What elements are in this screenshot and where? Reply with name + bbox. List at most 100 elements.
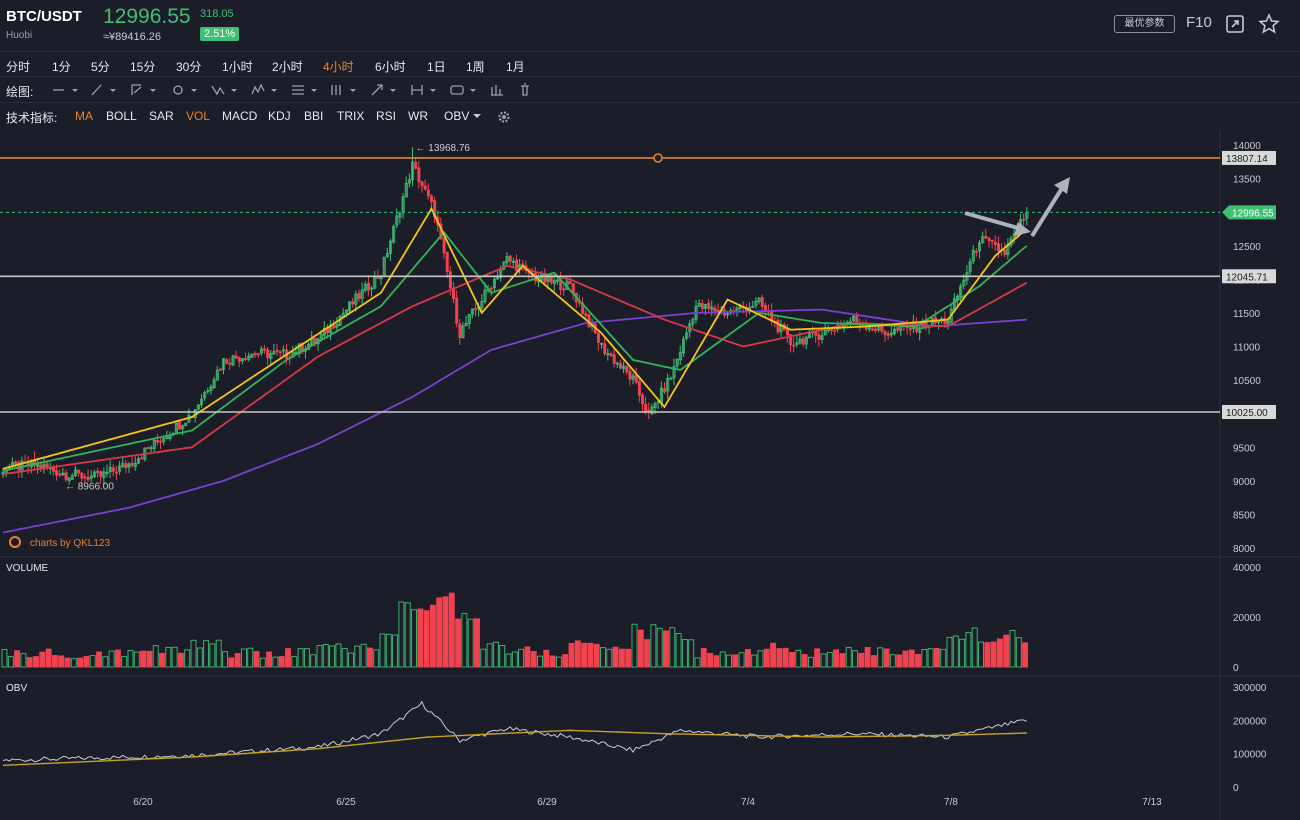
- period-tab[interactable]: 4小时: [323, 60, 354, 74]
- period-tab[interactable]: 1小时: [222, 60, 253, 74]
- volume-bar: [196, 647, 203, 668]
- volume-bar: [140, 650, 147, 668]
- candle-body: [823, 330, 827, 336]
- period-tab[interactable]: 6小时: [375, 60, 406, 74]
- volume-bar: [1, 648, 8, 668]
- level-label-bg: [1222, 269, 1276, 284]
- candle-body: [99, 471, 103, 477]
- candle-body: [155, 439, 159, 443]
- volume-bar: [801, 654, 808, 668]
- arrow-tool-icon[interactable]: [370, 82, 400, 98]
- optimal-params-button[interactable]: 最优参数: [1114, 15, 1175, 33]
- volume-bar: [933, 648, 940, 668]
- candle-body: [754, 300, 758, 306]
- volume-bar: [820, 653, 827, 668]
- indicator-rsi[interactable]: RSI: [376, 109, 397, 123]
- wave-tool-icon[interactable]: [251, 82, 281, 98]
- fib-tool-icon[interactable]: [291, 82, 321, 98]
- volume-bar: [625, 648, 632, 668]
- pen-tool-icon[interactable]: [90, 82, 120, 98]
- ma5-line: [2, 206, 1028, 470]
- candle-body: [508, 255, 512, 262]
- candle-body: [789, 334, 793, 346]
- candle-body: [804, 336, 808, 345]
- grid-tool-icon[interactable]: [330, 82, 360, 98]
- volume-bar: [618, 648, 625, 668]
- trash-icon[interactable]: [518, 82, 548, 98]
- period-tab[interactable]: 1分: [52, 60, 71, 74]
- volume-bar: [366, 647, 373, 668]
- favorite-star-icon[interactable]: [1258, 13, 1280, 35]
- candle-body: [603, 343, 607, 354]
- indicator-settings-icon[interactable]: [472, 107, 512, 127]
- period-tab[interactable]: 2小时: [272, 60, 303, 74]
- obv-tick-label: 0: [1233, 783, 1239, 794]
- volume-bar: [562, 654, 569, 668]
- candle-body: [511, 260, 515, 263]
- candle-body: [244, 358, 248, 361]
- candle-body: [606, 353, 610, 355]
- indicator-wr[interactable]: WR: [408, 109, 428, 123]
- bars-tool-icon[interactable]: [490, 82, 520, 98]
- indicator-boll[interactable]: BOLL: [106, 109, 137, 123]
- candle-body: [763, 305, 767, 311]
- price-tick-label: 10500: [1233, 376, 1261, 387]
- period-tab[interactable]: 15分: [130, 60, 156, 74]
- ticker-header: BTC/USDT Huobi 12996.55 ≈¥89416.26 318.0…: [0, 0, 1300, 52]
- candle-body: [710, 306, 714, 310]
- indicator-trix[interactable]: TRIX: [337, 109, 365, 123]
- fullscreen-icon[interactable]: [1224, 13, 1246, 35]
- indicator-bar: 技术指标: MA BOLL SAR VOL MACD KDJ BBI TRIX RSI WR OBV: [0, 104, 1300, 129]
- volume-bar: [259, 657, 266, 668]
- candle-body: [470, 308, 474, 315]
- indicator-macd[interactable]: MACD: [222, 109, 258, 123]
- period-tab[interactable]: 1日: [427, 60, 446, 74]
- period-tab[interactable]: 1周: [466, 60, 485, 74]
- price-cny: ≈¥89416.26: [103, 31, 162, 43]
- indicator-vol[interactable]: VOL: [186, 109, 211, 123]
- indicator-kdj[interactable]: KDJ: [268, 109, 291, 123]
- indicator-ma[interactable]: MA: [75, 109, 93, 123]
- volume-bar: [518, 648, 525, 668]
- candle-body: [67, 477, 71, 482]
- indicator-sar[interactable]: SAR: [149, 109, 174, 123]
- indicator-bbi[interactable]: BBI: [304, 109, 324, 123]
- candle-body: [908, 327, 912, 331]
- volume-bar: [423, 610, 430, 668]
- candle-body: [212, 379, 216, 388]
- period-tab[interactable]: 1月: [506, 60, 525, 74]
- volume-bar: [663, 630, 669, 668]
- volume-bar: [341, 647, 348, 668]
- period-tab[interactable]: 分时: [6, 60, 31, 74]
- volume-bar: [39, 651, 46, 668]
- kline-chart[interactable]: 1400013500130001250012000115001100010500…: [0, 130, 1300, 820]
- channel-tool-icon[interactable]: [130, 82, 160, 98]
- volume-bar: [959, 638, 966, 668]
- candle-body: [404, 182, 408, 198]
- candle-body: [855, 315, 859, 323]
- candle-body: [867, 327, 871, 330]
- level-handle-icon[interactable]: [653, 153, 663, 163]
- period-tab[interactable]: 5分: [91, 60, 110, 74]
- candle-body: [552, 280, 556, 285]
- line-tool-icon[interactable]: [52, 82, 82, 98]
- measure-tool-icon[interactable]: [410, 82, 440, 98]
- volume-bar: [839, 653, 846, 668]
- volume-bar: [568, 642, 575, 668]
- f10-button[interactable]: F10: [1186, 14, 1212, 31]
- candle-body: [455, 297, 459, 324]
- volume-bar: [127, 650, 134, 668]
- candle-body: [918, 327, 922, 334]
- comment-tool-icon[interactable]: [450, 82, 480, 98]
- volume-bar: [171, 646, 178, 668]
- circle-tool-icon[interactable]: [171, 82, 201, 98]
- volume-title: VOLUME: [6, 563, 49, 574]
- volume-bar: [555, 656, 562, 668]
- period-tab[interactable]: 30分: [176, 60, 202, 74]
- candle-body: [1003, 249, 1007, 255]
- indicator-obv[interactable]: OBV: [444, 109, 470, 123]
- volume-bar: [505, 653, 512, 668]
- pattern-tool-icon[interactable]: [211, 82, 241, 98]
- volume-bar: [751, 654, 758, 668]
- candle-body: [697, 302, 701, 307]
